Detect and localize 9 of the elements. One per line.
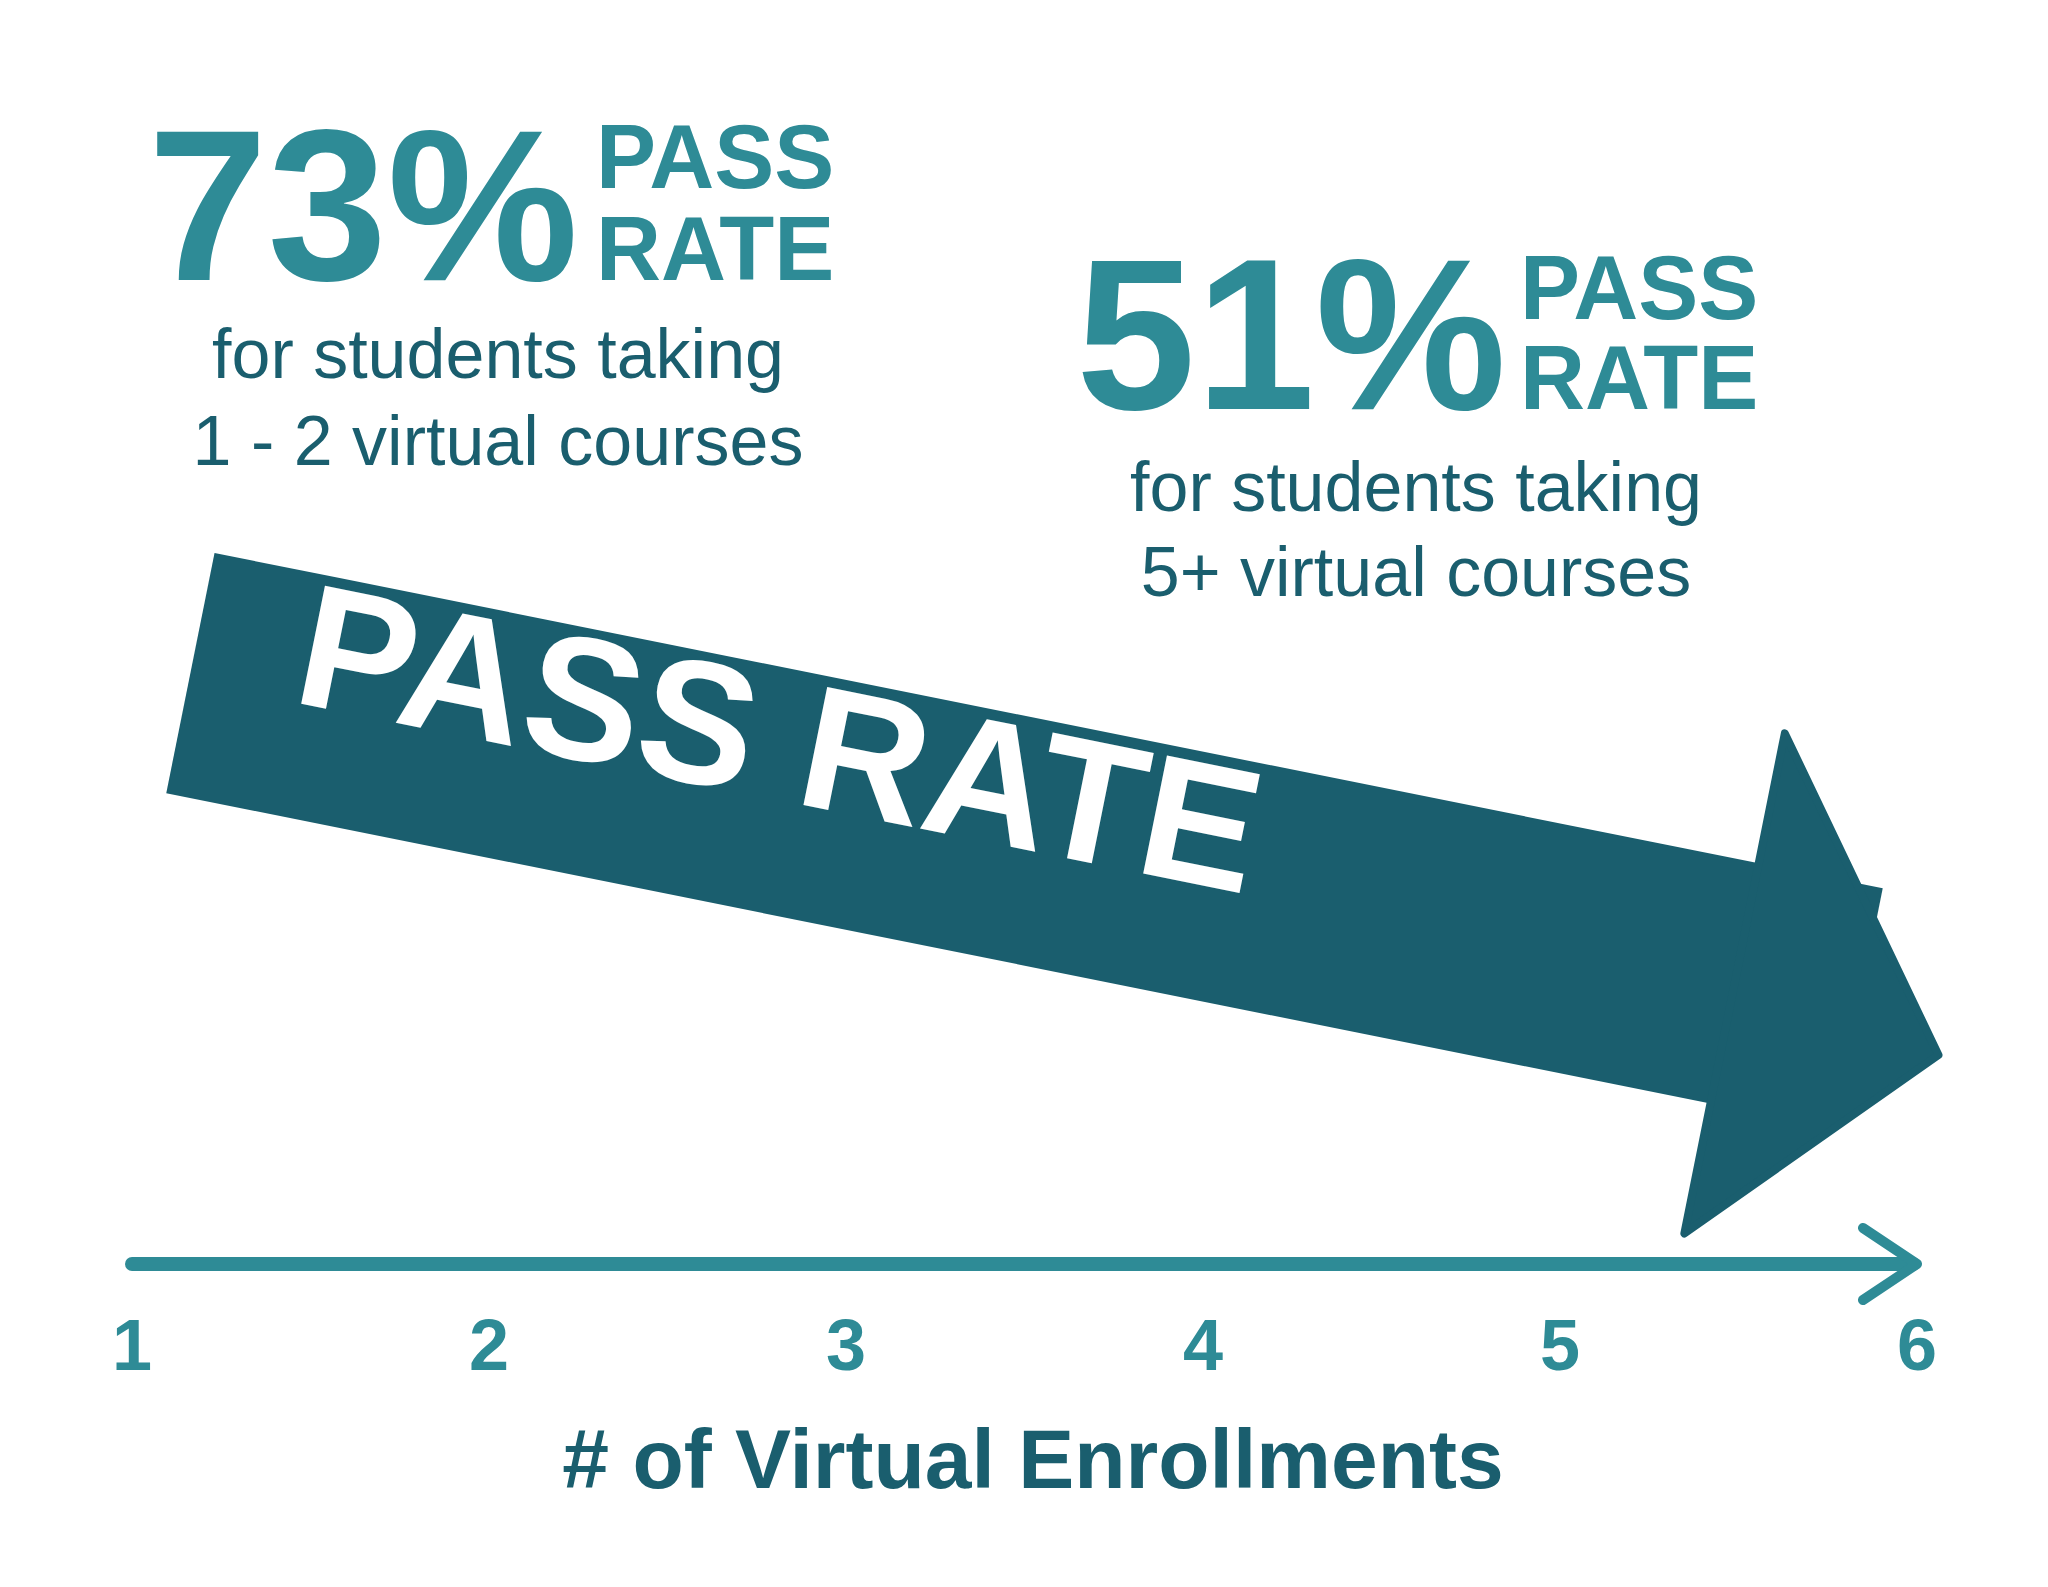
- x-axis-title: # of Virtual Enrollments: [562, 1412, 1504, 1506]
- text: 5+ virtual courses: [1140, 533, 1692, 611]
- x-tick-label: 6: [1896, 1305, 1938, 1385]
- x-tick-label: 1: [111, 1305, 153, 1385]
- x-tick-label: 5: [1539, 1305, 1581, 1385]
- x-tick-label: 4: [1182, 1305, 1224, 1385]
- x-tick-label: 2: [468, 1305, 510, 1385]
- x-tick-label: 3: [825, 1305, 867, 1385]
- text: 1 - 2 virtual courses: [192, 402, 804, 480]
